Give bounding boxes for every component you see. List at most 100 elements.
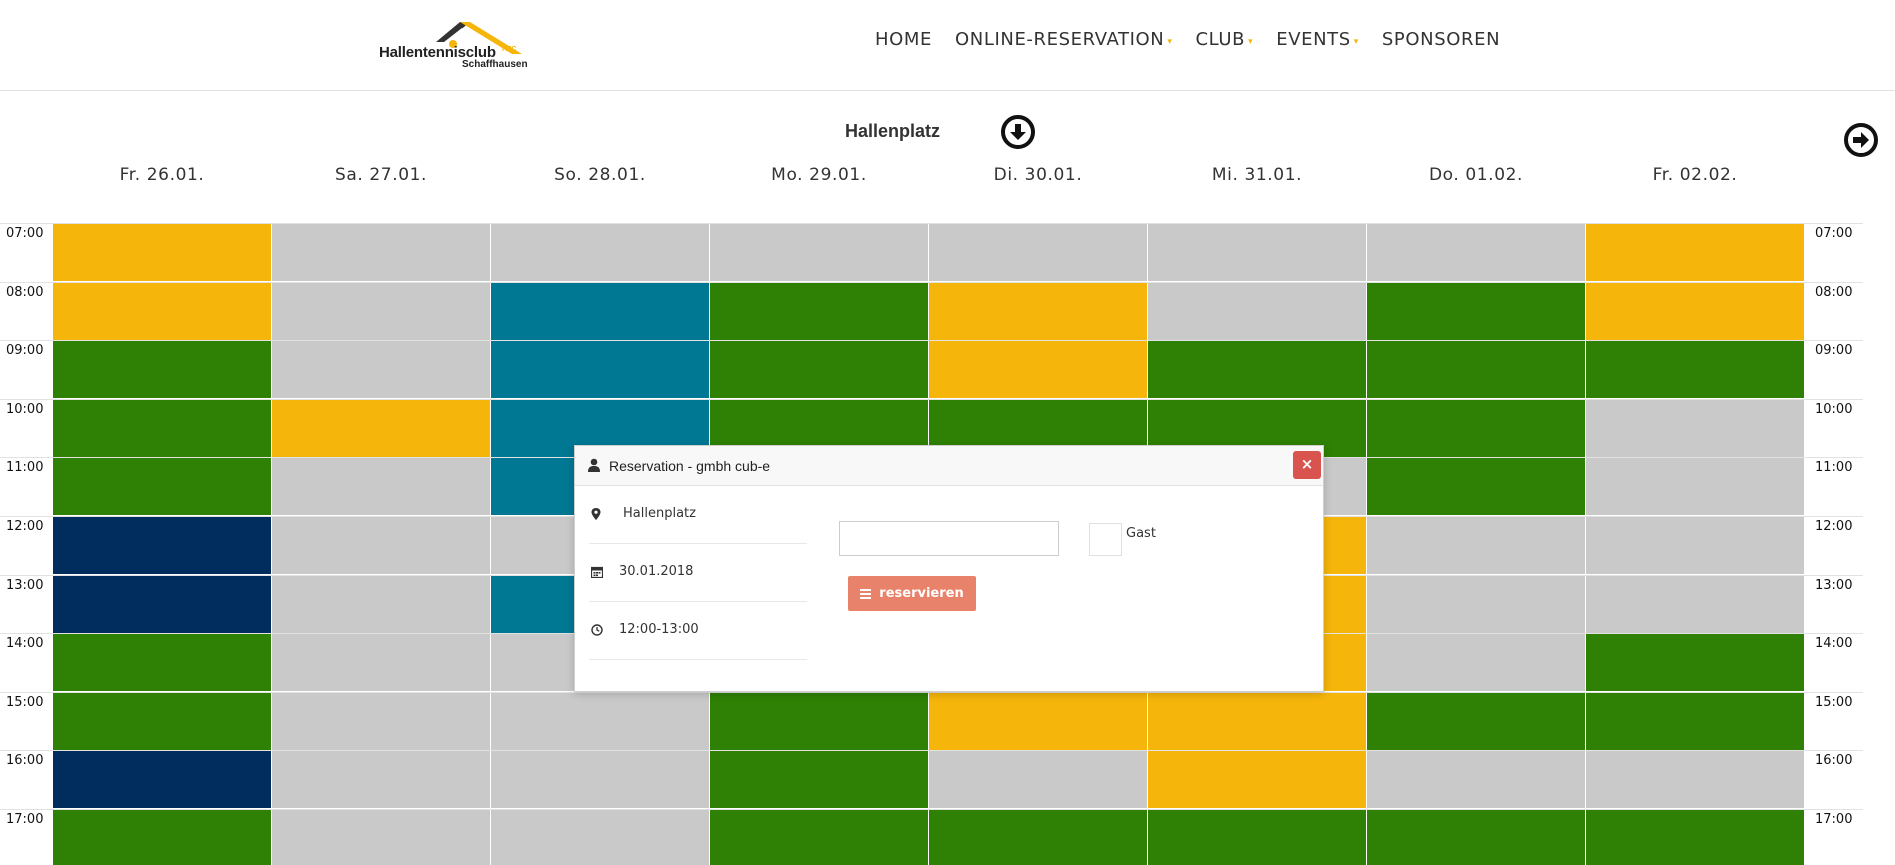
time-label-left: 10:00	[6, 402, 44, 417]
time-slot[interactable]	[1586, 634, 1804, 691]
time-slot[interactable]	[1148, 341, 1366, 398]
time-slot[interactable]	[53, 751, 271, 808]
time-slot[interactable]	[710, 810, 928, 865]
time-slot[interactable]	[929, 693, 1147, 750]
nav-online-reservation[interactable]: ONLINE-RESERVATION ▾	[955, 29, 1172, 50]
time-slot[interactable]	[491, 224, 709, 281]
time-slot[interactable]	[272, 576, 490, 633]
time-slot[interactable]	[1367, 400, 1585, 457]
logo-roof-icon	[436, 22, 522, 54]
time-slot[interactable]	[1367, 517, 1585, 574]
time-slot[interactable]	[53, 576, 271, 633]
time-slot[interactable]	[53, 224, 271, 281]
time-slot[interactable]	[1148, 751, 1366, 808]
time-slot[interactable]	[53, 810, 271, 865]
day-header: Mi. 31.01.	[1211, 165, 1303, 185]
time-slot[interactable]	[272, 341, 490, 398]
nav-club[interactable]: CLUB ▾	[1195, 29, 1253, 50]
row-divider	[0, 399, 1863, 400]
time-slot[interactable]	[1367, 458, 1585, 515]
time-slot[interactable]	[710, 283, 928, 340]
time-slot[interactable]	[929, 283, 1147, 340]
time-slot[interactable]	[272, 810, 490, 865]
nav-sponsoren[interactable]: SPONSOREN	[1382, 29, 1500, 50]
time-slot[interactable]	[53, 517, 271, 574]
court-select-button[interactable]	[1001, 115, 1035, 149]
chevron-down-icon: ▾	[1353, 37, 1359, 47]
time-slot[interactable]	[1586, 810, 1804, 865]
time-slot[interactable]	[491, 751, 709, 808]
time-slot[interactable]	[53, 400, 271, 457]
time-slot[interactable]	[272, 283, 490, 340]
time-slot[interactable]	[1367, 634, 1585, 691]
logo-main-text: Hallentennisclub	[379, 44, 496, 61]
time-label-right: 16:00	[1815, 753, 1853, 768]
guest-label: Gast	[1126, 526, 1156, 541]
time-slot[interactable]	[53, 634, 271, 691]
time-slot[interactable]	[53, 283, 271, 340]
time-slot[interactable]	[1586, 458, 1804, 515]
time-slot[interactable]	[1367, 751, 1585, 808]
time-slot[interactable]	[1148, 693, 1366, 750]
nav-home[interactable]: HOME	[875, 29, 932, 50]
time-slot[interactable]	[1586, 751, 1804, 808]
time-label-right: 13:00	[1815, 578, 1853, 593]
time-slot[interactable]	[1148, 224, 1366, 281]
time-slot[interactable]	[272, 224, 490, 281]
time-slot[interactable]	[1586, 576, 1804, 633]
row-divider	[0, 223, 1863, 224]
time-slot[interactable]	[710, 224, 928, 281]
time-slot[interactable]	[272, 693, 490, 750]
time-slot[interactable]	[1148, 810, 1366, 865]
time-slot[interactable]	[1148, 283, 1366, 340]
time-slot[interactable]	[1586, 283, 1804, 340]
day-header: Do. 01.02.	[1428, 165, 1524, 185]
reserve-button[interactable]: reservieren	[848, 576, 976, 611]
time-slot[interactable]	[53, 341, 271, 398]
time-label-left: 11:00	[6, 460, 44, 475]
time-slot[interactable]	[1586, 517, 1804, 574]
time-slot[interactable]	[1367, 341, 1585, 398]
time-slot[interactable]	[272, 400, 490, 457]
guest-checkbox[interactable]	[1089, 523, 1122, 556]
time-slot[interactable]	[491, 693, 709, 750]
time-slot[interactable]	[1367, 224, 1585, 281]
day-header: So. 28.01.	[554, 165, 646, 185]
time-slot[interactable]	[1367, 810, 1585, 865]
time-slot[interactable]	[929, 341, 1147, 398]
time-slot[interactable]	[1586, 693, 1804, 750]
time-slot[interactable]	[1586, 341, 1804, 398]
time-slot[interactable]	[53, 458, 271, 515]
time-slot[interactable]	[491, 810, 709, 865]
site-header: Hallentennisclub HTC Schaffhausen HOME O…	[0, 0, 1895, 91]
time-slot[interactable]	[929, 810, 1147, 865]
time-slot[interactable]	[272, 751, 490, 808]
time-slot[interactable]	[1367, 283, 1585, 340]
time-slot[interactable]	[491, 341, 709, 398]
close-button[interactable]: ×	[1293, 451, 1321, 479]
time-slot[interactable]	[710, 751, 928, 808]
time-slot[interactable]	[491, 283, 709, 340]
club-logo[interactable]: Hallentennisclub HTC Schaffhausen	[378, 20, 528, 72]
time-slot[interactable]	[1586, 224, 1804, 281]
time-slot[interactable]	[1586, 400, 1804, 457]
player-name-input[interactable]	[839, 521, 1059, 556]
time-slot[interactable]	[53, 693, 271, 750]
time-slot[interactable]	[710, 693, 928, 750]
row-divider	[0, 692, 1863, 693]
time-slot[interactable]	[929, 751, 1147, 808]
time-slot[interactable]	[1367, 693, 1585, 750]
time-slot[interactable]	[929, 224, 1147, 281]
time-slot[interactable]	[272, 517, 490, 574]
nav-events[interactable]: EVENTS ▾	[1276, 29, 1359, 50]
time-slot[interactable]	[272, 458, 490, 515]
time-slot[interactable]	[710, 341, 928, 398]
next-week-button[interactable]	[1844, 123, 1878, 157]
chevron-down-icon: ▾	[1167, 37, 1173, 47]
time-slot[interactable]	[1367, 576, 1585, 633]
arrow-right-icon	[1853, 132, 1869, 148]
time-slot[interactable]	[272, 634, 490, 691]
calendar-icon	[591, 566, 603, 578]
nav-online-reservation-label: ONLINE-RESERVATION	[955, 29, 1165, 50]
row-divider	[0, 340, 1863, 341]
